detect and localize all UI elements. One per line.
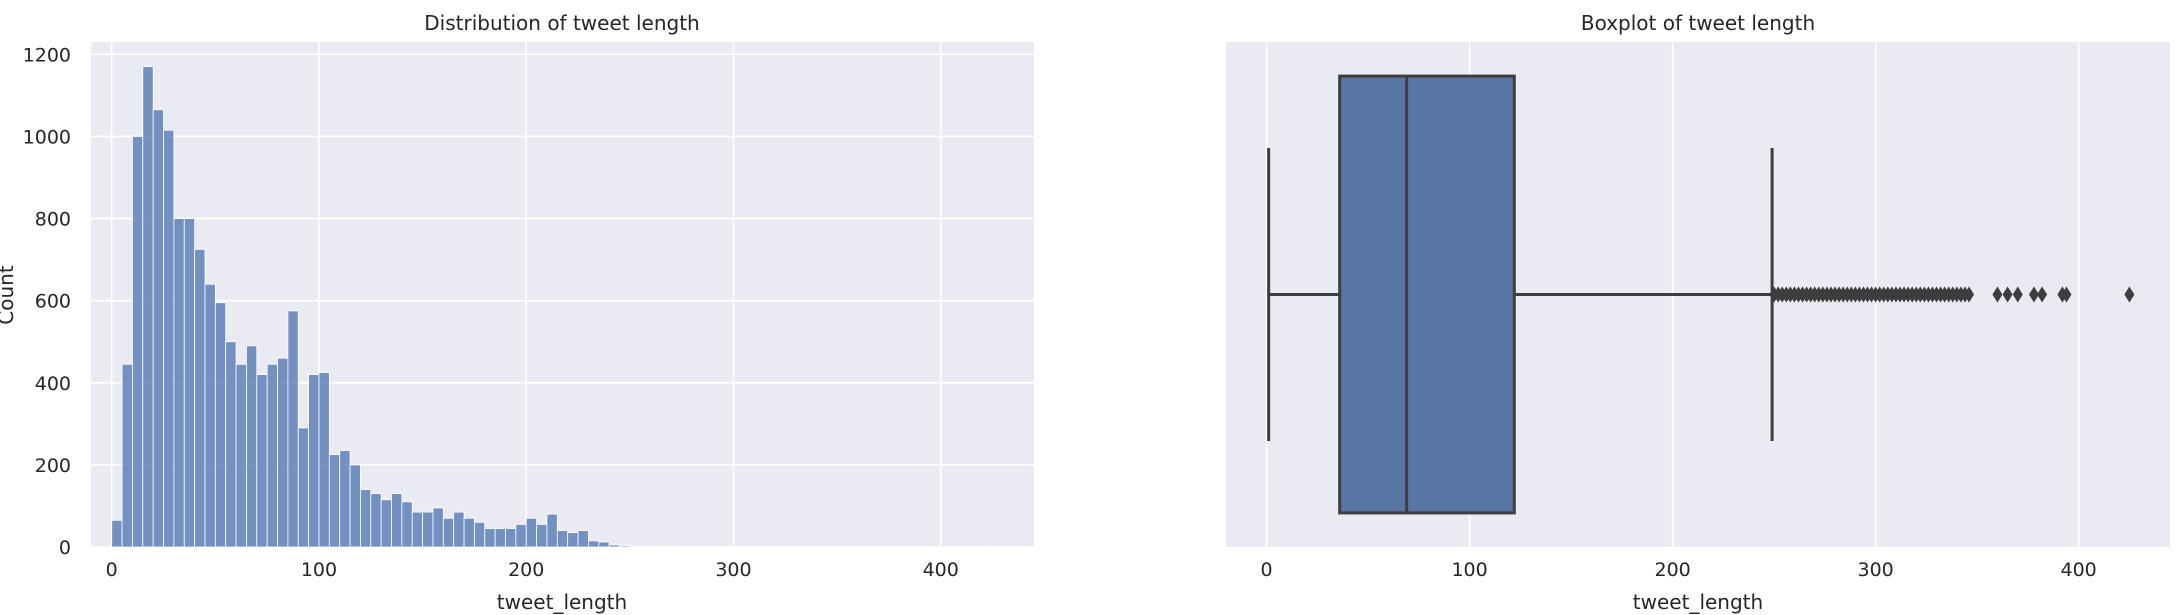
histogram-bars bbox=[111, 66, 993, 548]
boxplot-x-tick-label: 100 bbox=[1451, 559, 1487, 581]
histogram-bar bbox=[484, 528, 496, 548]
histogram-bar bbox=[422, 511, 434, 548]
histogram-bar bbox=[121, 363, 133, 548]
histogram-bar bbox=[256, 374, 268, 548]
histogram-x-axis-label: tweet_length bbox=[497, 590, 627, 614]
histogram-bar bbox=[287, 310, 299, 548]
histogram-y-tick-label: 0 bbox=[59, 537, 71, 559]
histogram-bar bbox=[225, 341, 237, 548]
histogram-bar bbox=[246, 345, 258, 548]
boxplot-outlier-point bbox=[2061, 286, 2072, 303]
histogram-bar bbox=[546, 513, 558, 548]
histogram-bar bbox=[194, 248, 206, 548]
histogram-bar bbox=[577, 530, 589, 548]
histogram-bar bbox=[432, 507, 444, 548]
histogram-bar bbox=[588, 540, 600, 548]
histogram-bar bbox=[266, 363, 278, 548]
histogram-bar bbox=[142, 66, 154, 548]
histogram-bar bbox=[111, 519, 123, 548]
histogram-x-tick-labels: 0 100 200 300 400 bbox=[106, 559, 959, 581]
boxplot-panel: 0 100 200 300 400 Boxplot of tweet length tw… bbox=[1226, 11, 2170, 614]
boxplot-outlier-point bbox=[2012, 286, 2023, 303]
histogram-bar bbox=[525, 517, 537, 548]
histogram-y-tick-label: 600 bbox=[35, 291, 71, 313]
histogram-bar bbox=[204, 283, 216, 548]
histogram-x-tick-label: 400 bbox=[923, 559, 959, 581]
histogram-bar bbox=[391, 493, 403, 548]
boxplot-x-tick-label: 0 bbox=[1261, 559, 1273, 581]
boxplot-box bbox=[1338, 74, 1516, 515]
histogram-bar bbox=[214, 302, 227, 548]
histogram-bar bbox=[380, 499, 392, 548]
histogram-y-tick-label: 1200 bbox=[23, 44, 71, 66]
boxplot-outlier-point bbox=[2037, 286, 2048, 303]
histogram-bar bbox=[339, 450, 351, 548]
histogram-bar bbox=[183, 218, 196, 548]
histogram-bar bbox=[132, 136, 144, 548]
histogram-bar bbox=[152, 109, 164, 548]
histogram-bar bbox=[349, 464, 361, 548]
histogram-bar bbox=[163, 129, 175, 548]
histogram-bar bbox=[401, 501, 413, 548]
boxplot-x-tick-labels: 0 100 200 300 400 bbox=[1261, 559, 2097, 581]
histogram-bar bbox=[453, 511, 465, 548]
boxplot-x-tick-label: 300 bbox=[1858, 559, 1894, 581]
histogram-bar bbox=[608, 544, 620, 548]
boxplot-x-tick-label: 400 bbox=[2061, 559, 2097, 581]
histogram-bar bbox=[277, 357, 289, 548]
histogram-y-tick-label: 200 bbox=[35, 455, 71, 477]
histogram-bar bbox=[598, 541, 610, 548]
histogram-y-tick-label: 400 bbox=[35, 373, 71, 395]
boxplot-outlier-point bbox=[1964, 286, 1975, 303]
histogram-bar bbox=[556, 530, 569, 548]
histogram-bar bbox=[411, 511, 424, 548]
histogram-bar bbox=[370, 493, 382, 548]
histogram-bar bbox=[619, 545, 631, 548]
boxplot-outlier-point bbox=[2124, 286, 2135, 303]
histogram-bar bbox=[297, 427, 310, 548]
histogram-y-tick-labels: 0 200 400 600 800 1000 1200 bbox=[23, 44, 71, 559]
histogram-y-axis-label: Count bbox=[0, 265, 18, 325]
histogram-bar bbox=[567, 532, 579, 548]
histogram-title: Distribution of tweet length bbox=[424, 11, 699, 35]
histogram-bar bbox=[360, 489, 372, 548]
histogram-x-tick-label: 300 bbox=[715, 559, 751, 581]
histogram-bar bbox=[639, 545, 651, 548]
boxplot-title: Boxplot of tweet length bbox=[1581, 11, 1815, 35]
boxplot-outlier-point bbox=[1992, 286, 2003, 303]
histogram-bar bbox=[328, 454, 341, 548]
histogram-x-tick-label: 0 bbox=[106, 559, 118, 581]
boxplot-x-tick-label: 200 bbox=[1654, 559, 1690, 581]
histogram-bar bbox=[318, 372, 330, 548]
histogram-panel: 0 100 200 300 400 0 200 400 600 800 1000 1200 Dist… bbox=[0, 11, 1034, 614]
histogram-bar bbox=[494, 528, 506, 548]
histogram-x-tick-label: 200 bbox=[508, 559, 544, 581]
histogram-bar bbox=[505, 528, 517, 548]
boxplot-x-axis-label: tweet_length bbox=[1633, 590, 1763, 614]
histogram-bar bbox=[515, 524, 527, 548]
boxplot-outlier-point bbox=[2028, 286, 2039, 303]
histogram-bar bbox=[629, 545, 641, 548]
histogram-bar bbox=[235, 363, 247, 548]
histogram-bar bbox=[173, 218, 185, 548]
boxplot-marks bbox=[1267, 74, 2135, 515]
boxplot-outlier-point bbox=[2002, 286, 2013, 303]
histogram-y-tick-label: 1000 bbox=[23, 126, 71, 148]
histogram-bar bbox=[474, 521, 486, 548]
histogram-y-tick-label: 800 bbox=[35, 209, 71, 231]
histogram-bar bbox=[463, 517, 475, 548]
histogram-x-tick-label: 100 bbox=[301, 559, 337, 581]
histogram-bar bbox=[308, 374, 320, 548]
histogram-bar bbox=[442, 517, 455, 548]
histogram-bar bbox=[536, 524, 548, 548]
